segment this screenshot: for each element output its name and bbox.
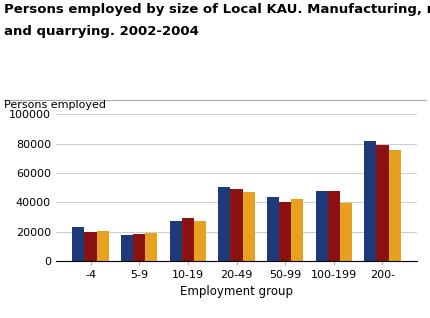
Bar [72,227,84,261]
Legend: 2002, 2003, 2004: 2002, 2003, 2004 [123,314,350,318]
Bar [364,141,376,261]
Bar [169,221,182,261]
Text: and quarrying. 2002-2004: and quarrying. 2002-2004 [4,25,199,38]
Bar [97,231,109,261]
Bar [230,189,243,261]
Text: Persons employed: Persons employed [4,100,106,110]
Bar [133,234,145,261]
Bar [279,202,291,261]
Bar [267,197,279,261]
Bar [376,145,389,261]
Bar [194,221,206,261]
Bar [84,232,97,261]
Bar [291,199,304,261]
X-axis label: Employment group: Employment group [180,285,293,298]
Bar [182,218,194,261]
Bar [218,187,230,261]
Bar [340,203,352,261]
Bar [316,190,328,261]
Bar [121,235,133,261]
Bar [328,191,340,261]
Bar [145,233,157,261]
Bar [389,149,401,261]
Bar [243,192,255,261]
Text: Persons employed by size of Local KAU. Manufacturing, mining: Persons employed by size of Local KAU. M… [4,3,430,16]
